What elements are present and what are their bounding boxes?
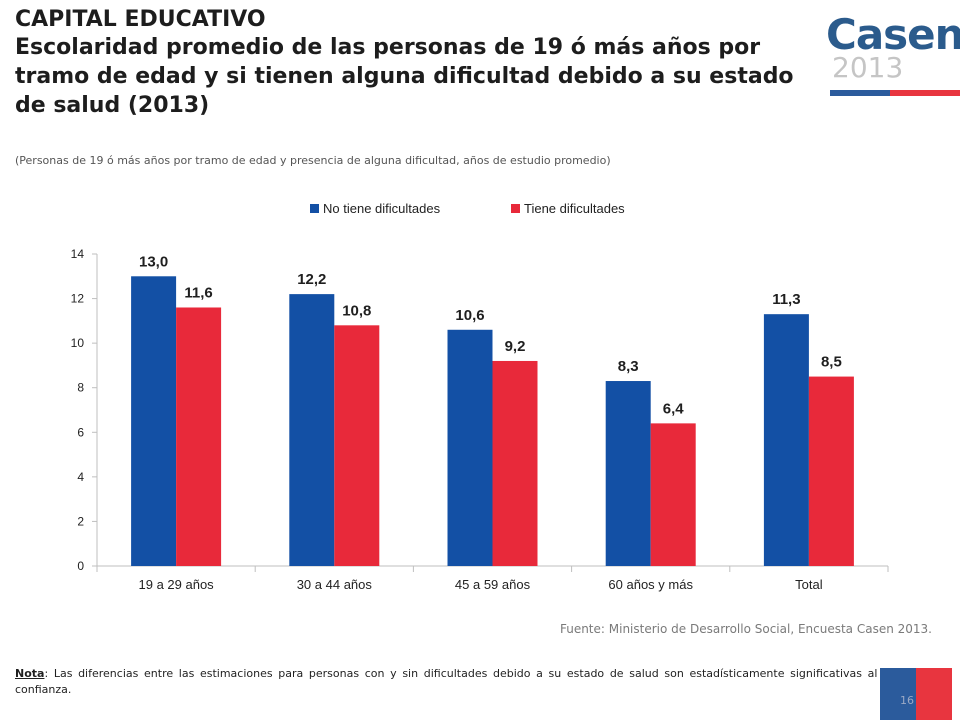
y-tick-label: 2 <box>77 514 84 528</box>
corner-red <box>916 668 952 720</box>
bar-chart: No tiene dificultades Tiene dificultades 0… <box>71 201 889 592</box>
bar <box>176 307 222 566</box>
y-tick-label: 6 <box>77 425 84 439</box>
slide-title: Escolaridad promedio de las personas de … <box>15 35 794 118</box>
bar <box>605 381 651 566</box>
x-tick-label: 45 a 59 años <box>455 577 531 592</box>
bar <box>289 294 335 566</box>
data-label: 9,2 <box>505 338 526 355</box>
y-tick-label: 8 <box>77 381 84 395</box>
slide-subtitle: (Personas de 19 ó más años por tramo de … <box>15 154 611 167</box>
data-label: 8,3 <box>618 358 639 375</box>
data-label: 12,2 <box>297 271 326 288</box>
corner-blue <box>880 668 916 720</box>
bar <box>650 423 696 566</box>
section-kicker: CAPITAL EDUCATIVO <box>15 7 266 32</box>
x-tick-label: 30 a 44 años <box>297 577 373 592</box>
data-label: 10,6 <box>455 307 484 324</box>
x-tick-label: 60 años y más <box>608 577 693 592</box>
y-tick-label: 0 <box>77 559 84 573</box>
legend-swatch <box>511 204 520 213</box>
bar <box>447 329 493 566</box>
data-label: 10,8 <box>342 302 371 319</box>
bar <box>131 276 177 566</box>
note-label: Nota <box>15 667 45 680</box>
y-tick-label: 10 <box>71 336 85 350</box>
bar <box>334 325 380 566</box>
y-tick-label: 14 <box>71 247 85 261</box>
legend-label: No tiene dificultades <box>323 201 441 216</box>
title-block: CAPITAL EDUCATIVO Escolaridad promedio d… <box>15 6 815 120</box>
y-tick-label: 12 <box>71 292 85 306</box>
logo-word: Casen <box>826 10 960 59</box>
data-label: 11,6 <box>184 284 212 301</box>
corner-decoration: 16 <box>880 668 952 720</box>
data-label: 11,3 <box>772 291 800 308</box>
note-text: : Las diferencias entre las estimaciones… <box>15 667 927 696</box>
bar <box>763 314 809 566</box>
legend-label: Tiene dificultades <box>524 201 625 216</box>
logo-year: 2013 <box>832 51 904 84</box>
bar <box>492 360 538 566</box>
page-number: 16 <box>900 694 914 707</box>
logo-bar-blue <box>830 90 890 96</box>
data-label: 6,4 <box>663 400 685 417</box>
source-text: Fuente: Ministerio de Desarrollo Social,… <box>559 622 932 636</box>
data-label: 8,5 <box>821 354 842 371</box>
logo-bar-red <box>890 90 960 96</box>
bar <box>808 376 854 566</box>
data-label: 13,0 <box>139 253 168 270</box>
legend-swatch <box>310 204 319 213</box>
x-tick-label: 19 a 29 años <box>139 577 215 592</box>
y-tick-label: 4 <box>77 470 84 484</box>
x-tick-label: Total <box>795 577 823 592</box>
footnote: Nota: Las diferencias entre las estimaci… <box>15 666 927 698</box>
casen-logo: Casen 2013 <box>826 10 960 100</box>
